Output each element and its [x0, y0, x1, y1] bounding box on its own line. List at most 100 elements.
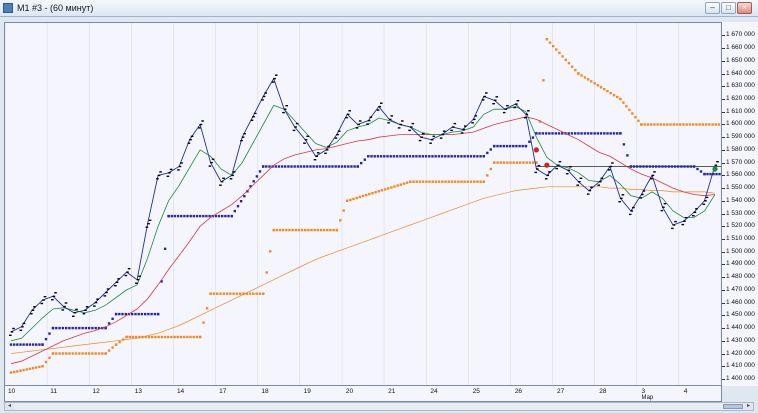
- orange-stop-dot: [555, 48, 558, 51]
- time-axis[interactable]: 10 11 12 13 14 17 18 19 20 21 24 25 26 27 28 3 4 Мар: [4, 386, 722, 402]
- orange-stop-dot: [402, 182, 406, 185]
- price-mark: [106, 288, 110, 290]
- blue-stop-dot: [246, 190, 249, 193]
- x-tick-label: 10: [8, 388, 16, 395]
- blue-stop-dot: [428, 155, 431, 158]
- x-tick-label: 24: [430, 388, 438, 395]
- orange-stop-dot: [41, 365, 44, 368]
- y-tick-mark: [722, 60, 725, 62]
- blue-stop-dot: [434, 155, 437, 158]
- blue-stop-dot: [402, 155, 405, 158]
- blue-stop-dot: [574, 132, 577, 135]
- price-mark: [292, 129, 296, 132]
- y-tick-mark: [722, 149, 725, 151]
- price-mark: [716, 161, 719, 163]
- chart-plot-area[interactable]: [4, 22, 722, 386]
- price-mark: [355, 127, 359, 129]
- blue-stop-dot: [287, 165, 290, 168]
- orange-stop-dot: [339, 219, 342, 222]
- blue-stop-dot: [350, 165, 353, 168]
- price-mark: [569, 166, 572, 168]
- price-mark: [367, 119, 371, 122]
- blue-stop-dot: [331, 165, 334, 168]
- blue-stop-dot: [337, 165, 340, 168]
- blue-stop-dot: [626, 154, 629, 157]
- orange-stop-dot: [316, 228, 319, 232]
- price-mark: [471, 122, 474, 124]
- orange-stop-dot: [38, 365, 41, 369]
- blue-stop-dot: [303, 165, 306, 168]
- orange-stop-dot: [31, 367, 35, 370]
- orange-stop-dot: [135, 335, 138, 339]
- blue-stop-dot: [424, 155, 428, 158]
- y-tick-label: 1 650 000: [726, 56, 755, 64]
- buy-signal-marker[interactable]: [712, 166, 718, 172]
- blue-stop-dot: [692, 165, 696, 168]
- price-mark: [75, 308, 78, 311]
- blue-stop-dot: [334, 165, 337, 168]
- y-tick-mark: [722, 35, 725, 37]
- blue-stop-dot: [479, 155, 482, 158]
- blue-stop-dot: [340, 165, 344, 168]
- price-mark: [586, 193, 590, 195]
- price-mark: [198, 127, 201, 129]
- orange-stop-dot: [649, 123, 653, 126]
- blue-stop-dot: [463, 155, 466, 158]
- blue-stop-dot: [51, 326, 55, 330]
- blue-stop-dot: [622, 143, 626, 146]
- scroll-thumb[interactable]: [723, 404, 743, 409]
- price-mark: [315, 155, 318, 157]
- blue-stop-dot: [38, 343, 41, 346]
- blue-stop-dot: [363, 158, 366, 161]
- orange-stop-dot: [653, 123, 656, 126]
- orange-stop-dot: [304, 228, 307, 232]
- price-mark: [537, 164, 541, 167]
- blue-stop-dot: [55, 326, 58, 330]
- orange-stop-dot: [675, 123, 679, 126]
- orange-stop-dot: [444, 180, 447, 183]
- price-axis[interactable]: 1 670 000 1 660 000 1 650 000 1 640 000 1 63…: [722, 22, 758, 386]
- orange-stop-dot: [596, 84, 599, 87]
- y-tick-label: 1 510 000: [726, 235, 755, 242]
- orange-stop-dot: [519, 161, 522, 164]
- price-mark: [294, 126, 297, 128]
- price-mark: [660, 209, 664, 212]
- scroll-right-arrow-icon[interactable]: ▸: [744, 403, 753, 410]
- price-mark: [93, 305, 96, 307]
- blue-stop-dot: [450, 155, 453, 158]
- orange-stop-dot: [51, 352, 55, 355]
- sell-signal-marker[interactable]: [533, 147, 539, 153]
- price-mark: [399, 123, 402, 126]
- blue-stop-dot: [356, 165, 359, 168]
- orange-stop-dot: [622, 101, 625, 104]
- orange-stop-dot: [428, 180, 431, 183]
- price-mark: [525, 113, 529, 115]
- blue-stop-dot: [227, 214, 230, 218]
- price-mark: [558, 161, 562, 163]
- maximize-button[interactable]: □: [721, 2, 736, 14]
- price-mark: [493, 99, 497, 101]
- minimize-button[interactable]: –: [705, 2, 720, 14]
- sell-signal-marker[interactable]: [544, 162, 550, 168]
- y-tick-label: 1 520 000: [726, 222, 755, 230]
- price-mark: [387, 122, 390, 124]
- y-tick-mark: [722, 340, 725, 342]
- blue-stop-dot: [670, 165, 674, 168]
- price-mark: [567, 169, 571, 171]
- y-tick-mark: [722, 86, 725, 88]
- close-button[interactable]: ×: [737, 2, 752, 14]
- scroll-left-arrow-icon[interactable]: ◂: [5, 403, 14, 410]
- orange-stop-dot: [390, 186, 393, 189]
- blue-stop-dot: [502, 144, 505, 148]
- y-tick-label: 1 540 000: [726, 196, 755, 204]
- horizontal-scrollbar[interactable]: ◂ ▸: [4, 402, 754, 411]
- orange-stop-dot: [87, 352, 91, 355]
- orange-stop-dot: [319, 228, 323, 232]
- blue-stop-dot: [147, 312, 150, 316]
- price-mark: [474, 115, 478, 117]
- price-mark: [232, 171, 236, 173]
- orange-stop-dot: [535, 161, 538, 164]
- orange-stop-dot: [107, 349, 111, 352]
- blue-stop-dot: [360, 161, 363, 165]
- y-tick-label: 1 460 000: [726, 298, 755, 306]
